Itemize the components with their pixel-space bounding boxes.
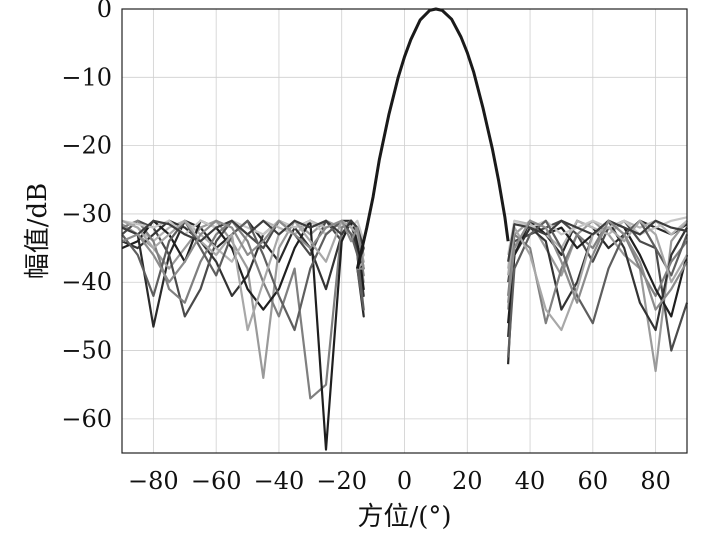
y-tick-label: −50	[61, 337, 112, 365]
x-tick-label: 60	[578, 467, 609, 495]
series-right-sidelobe	[507, 219, 688, 325]
x-tick-label: 80	[640, 467, 671, 495]
x-tick-label: 20	[452, 467, 483, 495]
y-tick-label: −20	[61, 132, 112, 160]
y-axis-label: 幅值/dB	[23, 183, 53, 280]
x-tick-label: −60	[191, 467, 242, 495]
y-tick-label: 0	[97, 0, 112, 23]
y-tick-label: −60	[61, 405, 112, 433]
x-axis-label: 方位/(°)	[357, 502, 451, 532]
y-tick-label: −30	[61, 200, 112, 228]
y-tick-labels: 0 −10 −20 −30 −40 −50 −60	[61, 0, 112, 433]
y-tick-label: −40	[61, 268, 112, 296]
series-right-sidelobe	[507, 219, 688, 311]
y-tick-label: −10	[61, 63, 112, 91]
x-tick-label: −20	[316, 467, 367, 495]
grid-lines	[122, 8, 687, 453]
plot-frame	[121, 8, 688, 454]
x-tick-label: 40	[515, 467, 546, 495]
mainlobe-layer	[355, 7, 510, 269]
series-right-sidelobe	[507, 219, 688, 262]
x-tick-label: −40	[254, 467, 305, 495]
x-tick-label: 0	[397, 467, 412, 495]
series-right-sidelobe	[507, 219, 689, 358]
x-tick-labels: −80 −60 −40 −20 0 20 40 60 80	[128, 467, 671, 495]
x-tick-label: −80	[128, 467, 179, 495]
mainlobe-line	[355, 7, 510, 269]
series-left-sidelobe	[121, 77, 400, 332]
